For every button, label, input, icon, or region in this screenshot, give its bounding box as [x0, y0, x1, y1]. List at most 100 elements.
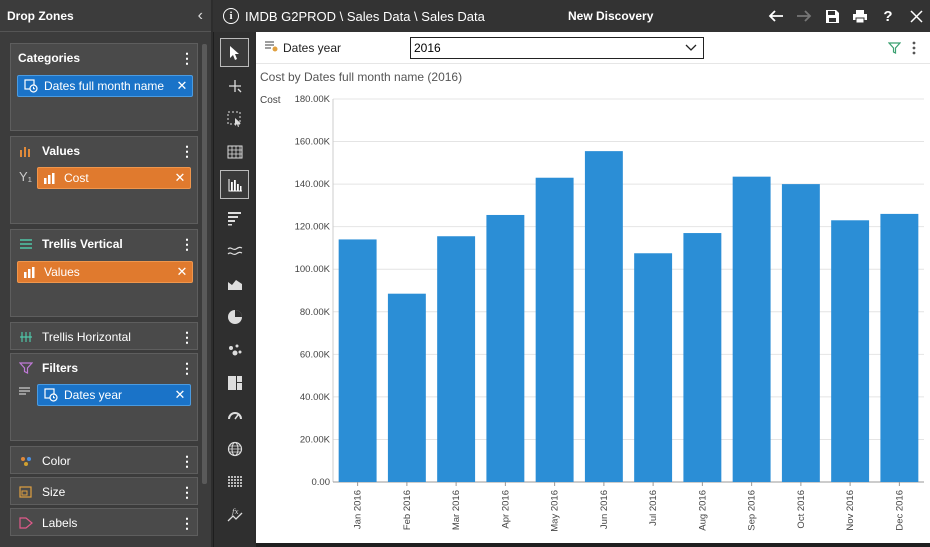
redo-arrow-icon[interactable]: [790, 2, 818, 30]
pie-chart-icon[interactable]: [220, 302, 249, 331]
area-chart-icon[interactable]: [220, 269, 249, 298]
y-tick-label: 20.00K: [300, 434, 331, 445]
zone-labels-header: Labels ⋮: [11, 509, 197, 537]
filter-list-icon: [18, 386, 32, 401]
zone-size-label: Size: [42, 485, 66, 499]
x-tick-label: Feb 2016: [402, 490, 413, 530]
y-tick-label: 100.00K: [295, 264, 331, 275]
bar: [387, 293, 426, 482]
add-element-icon[interactable]: [220, 71, 249, 100]
globe-map-icon[interactable]: [220, 434, 249, 463]
zone-filters-menu-icon[interactable]: ⋮: [180, 360, 194, 376]
top-bar-actions: ?: [762, 2, 930, 30]
y-axis-mark: Y₁: [19, 169, 33, 184]
bar: [535, 177, 574, 482]
column-chart-icon[interactable]: [220, 170, 249, 199]
pictograph-icon[interactable]: [220, 467, 249, 496]
dates-year-select[interactable]: 2016: [410, 37, 704, 59]
gauge-icon[interactable]: [220, 401, 249, 430]
zone-trellis-horizontal-menu-icon[interactable]: ⋮: [180, 329, 194, 345]
size-icon: [18, 486, 34, 498]
visual-toolbar: fx: [213, 32, 254, 547]
bar: [683, 233, 722, 482]
info-icon[interactable]: i: [223, 8, 239, 24]
zone-labels-label: Labels: [42, 516, 78, 530]
y-tick-label: 140.00K: [295, 179, 331, 190]
zone-color-label: Color: [42, 454, 71, 468]
remove-values-chip-icon[interactable]: ✕: [174, 170, 186, 185]
zone-color[interactable]: Color ⋮: [10, 446, 198, 474]
x-tick-label: Aug 2016: [697, 490, 708, 531]
zone-size[interactable]: Size ⋮: [10, 477, 198, 505]
dates-year-select-value: 2016: [414, 41, 441, 55]
zone-values-header: Values ⋮: [11, 137, 197, 165]
help-icon[interactable]: ?: [883, 7, 893, 25]
filter-label-text: Dates year: [283, 40, 342, 55]
trellis-vertical-chip[interactable]: Values ✕: [17, 261, 193, 283]
filter-list-icon: [264, 40, 278, 55]
bar-chart-horizontal-icon[interactable]: [220, 203, 249, 232]
zone-categories-menu-icon[interactable]: ⋮: [180, 50, 194, 66]
save-icon[interactable]: [818, 2, 846, 30]
x-tick-label: Apr 2016: [500, 490, 511, 529]
filter-menu-kebab-icon[interactable]: [904, 39, 924, 57]
close-icon[interactable]: [902, 2, 930, 30]
categories-chip[interactable]: Dates full month name ✕: [17, 75, 193, 97]
scatter-chart-icon[interactable]: [220, 335, 249, 364]
filter-funnel-icon: [18, 362, 34, 374]
marquee-select-icon[interactable]: [220, 104, 249, 133]
tag-icon: [18, 517, 34, 529]
filter-funnel-icon[interactable]: [884, 39, 904, 57]
zone-color-menu-icon[interactable]: ⋮: [180, 453, 194, 469]
filter-bar: Dates year 2016: [256, 32, 930, 64]
bar: [781, 184, 820, 482]
zone-filters-label: Filters: [42, 361, 79, 375]
y-tick-label: 60.00K: [300, 349, 331, 360]
line-chart-icon[interactable]: [220, 236, 249, 265]
zone-trellis-vertical-header: Trellis Vertical ⋮: [11, 230, 197, 258]
custom-chart-fx-icon[interactable]: fx: [220, 500, 249, 529]
y-axis-label: Cost: [260, 95, 281, 106]
treemap-icon[interactable]: [220, 368, 249, 397]
y-tick-label: 80.00K: [300, 307, 331, 318]
zone-categories-label: Categories: [18, 51, 81, 65]
filters-chip[interactable]: Dates year ✕: [37, 384, 191, 406]
x-tick-label: Oct 2016: [796, 490, 807, 529]
zone-trellis-vertical-menu-icon[interactable]: ⋮: [180, 236, 194, 252]
print-icon[interactable]: [846, 2, 874, 30]
filter-bar-actions: [884, 39, 924, 57]
grid-table-icon[interactable]: [220, 137, 249, 166]
breadcrumb-path: IMDB G2PROD \ Sales Data \ Sales Data: [245, 8, 485, 24]
x-tick-label: Dec 2016: [894, 490, 905, 531]
remove-categories-chip-icon[interactable]: ✕: [176, 78, 188, 93]
undo-arrow-icon[interactable]: [762, 2, 790, 30]
date-field-icon: [24, 79, 40, 93]
zone-labels[interactable]: Labels ⋮: [10, 508, 198, 536]
bar-chart-icon: [18, 145, 34, 157]
zone-values-menu-icon[interactable]: ⋮: [180, 143, 194, 159]
bar: [831, 220, 870, 483]
zone-categories: Categories ⋮ Dates full month name ✕: [10, 43, 198, 131]
remove-trellis-vertical-chip-icon[interactable]: ✕: [176, 264, 188, 279]
top-bar: i IMDB G2PROD \ Sales Data \ Sales Data …: [213, 0, 930, 32]
collapse-panel-icon[interactable]: ‹: [197, 6, 203, 24]
discovery-title[interactable]: New Discovery: [568, 9, 654, 23]
remove-filters-chip-icon[interactable]: ✕: [174, 387, 186, 402]
chevron-down-icon: [685, 42, 697, 57]
zone-size-menu-icon[interactable]: ⋮: [180, 484, 194, 500]
values-chip[interactable]: Cost ✕: [37, 167, 191, 189]
drop-zones-scrollbar[interactable]: [202, 44, 207, 484]
x-tick-label: Jan 2016: [353, 490, 364, 529]
filter-label: Dates year: [264, 40, 341, 55]
y-tick-label: 160.00K: [295, 137, 331, 148]
bar: [880, 213, 919, 482]
drop-zones-title: Drop Zones: [7, 8, 74, 23]
x-tick-label: Nov 2016: [845, 490, 856, 531]
zone-trellis-vertical: Trellis Vertical ⋮ Values ✕: [10, 229, 198, 317]
bar: [486, 214, 525, 482]
y-tick-label: 120.00K: [295, 222, 331, 233]
select-pointer-icon[interactable]: [220, 38, 249, 67]
zone-labels-menu-icon[interactable]: ⋮: [180, 515, 194, 531]
color-dots-icon: [18, 455, 34, 467]
